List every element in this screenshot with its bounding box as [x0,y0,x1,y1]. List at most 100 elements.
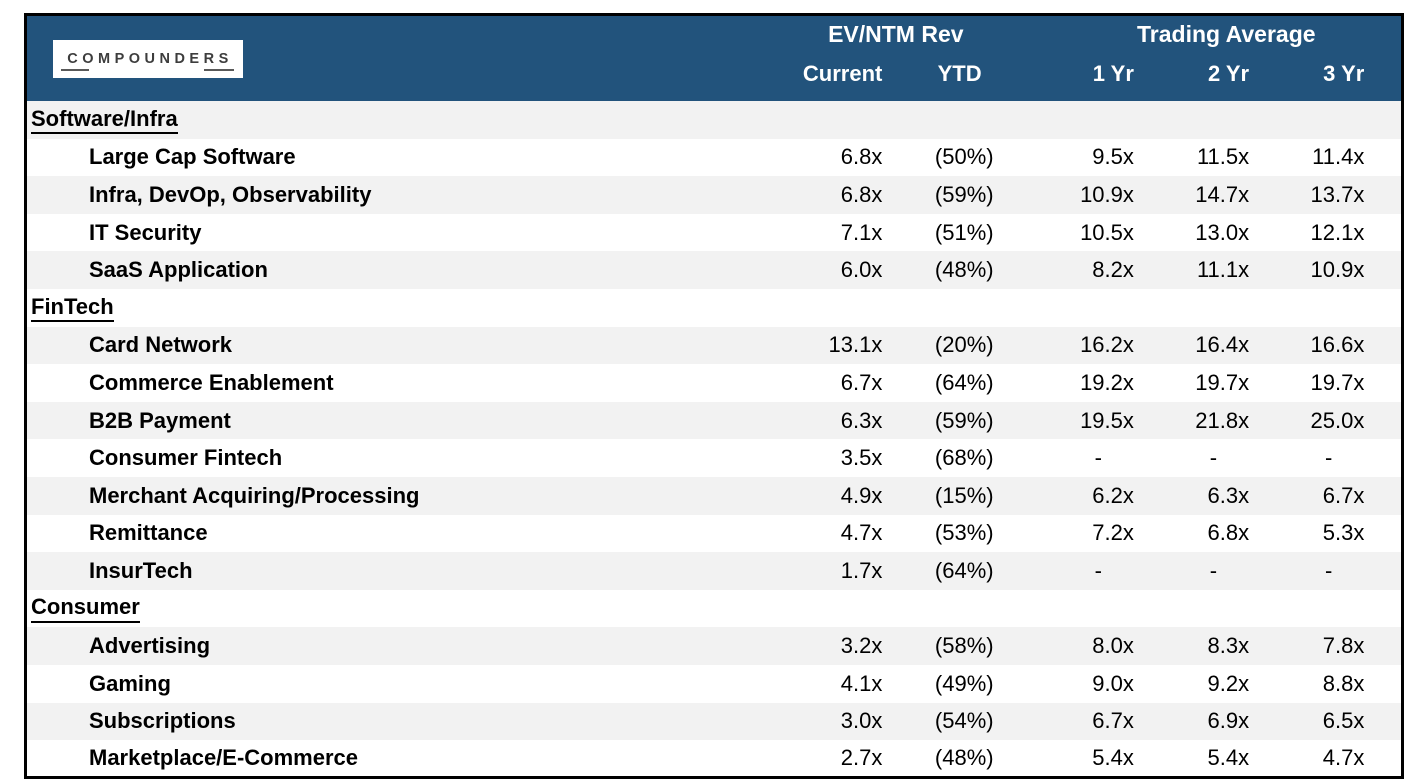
column-header-row: Current YTD 1 Yr 2 Yr 3 Yr [26,53,1403,101]
value-1yr: - [1094,445,1102,471]
row-spacer [1376,627,1402,665]
row-spacer [1376,402,1402,440]
group-header-ev-ntm-rev: EV/NTM Rev [740,14,1006,53]
group-header-trading-average: Trading Average [1005,14,1403,53]
value-2yr: - [1209,445,1218,471]
column-header-3yr: 3 Yr [1261,53,1377,101]
value-current: 4.1x [840,670,883,696]
row-label: Consumer Fintech [89,445,283,471]
row-spacer [1376,740,1402,778]
row-label: Subscriptions [89,708,236,734]
value-3yr: 16.6x [1310,332,1365,358]
valuation-multiples-table: COMPOUNDERS EV/NTM Rev Trading Average C… [24,13,1404,780]
section-cell: Consumer [26,590,1403,628]
value-current: 6.7x [840,369,883,395]
row-label: Card Network [89,332,233,358]
value-1yr: 8.0x [1092,633,1134,659]
value-current: 1.7x [840,557,883,583]
value-3yr: - [1325,445,1333,471]
value-current: 6.0x [840,257,883,283]
table-row: Advertising 3.2x (58%) 8.0x 8.3x 7.8x [25,627,1403,665]
section-row: FinTech [25,288,1403,327]
row-spacer [1376,439,1402,477]
header-spacer [1376,53,1403,101]
value-3yr: 4.7x [1322,745,1365,771]
value-1yr: 7.2x [1092,520,1134,546]
value-2yr: 19.7x [1195,369,1250,395]
value-ytd: (50%) [934,144,994,170]
table-row: IT Security 7.1x (51%) 10.5x 13.0x 12.1x [25,213,1403,252]
section-cell: FinTech [26,289,1403,327]
value-2yr: 6.8x [1207,520,1250,546]
value-3yr: - [1325,557,1333,583]
row-spacer [1376,552,1402,590]
section-label: Consumer [31,595,140,623]
value-ytd: (15%) [934,482,994,508]
row-spacer [1376,214,1402,252]
compounders-logo: COMPOUNDERS [53,39,243,78]
table-row: Gaming 4.1x (49%) 9.0x 9.2x 8.8x [25,664,1403,703]
table-row: SaaS Application 6.0x (48%) 8.2x 11.1x 10.9x [25,251,1403,289]
table-row: Marketplace/E-Commerce 2.7x (48%) 5.4x 5.4x 4… [25,740,1403,778]
value-1yr: 10.9x [1080,181,1134,207]
table-row: Large Cap Software 6.8x (50%) 9.5x 11.5x 11.4… [25,138,1403,177]
value-3yr: 13.7x [1310,181,1365,207]
value-ytd: (49%) [934,670,994,696]
row-spacer [1376,665,1402,703]
value-current: 3.0x [840,708,883,734]
value-2yr: 16.4x [1195,332,1250,358]
value-1yr: 16.2x [1080,332,1134,358]
value-1yr: 9.5x [1092,144,1134,170]
section-row: Software/Infra [25,101,1403,139]
value-current: 6.8x [840,144,883,170]
row-label: Commerce Enablement [89,369,334,395]
value-current: 7.1x [840,219,883,245]
value-1yr: 19.2x [1080,369,1134,395]
section-row: Consumer [25,589,1403,628]
row-label: Infra, DevOp, Observability [89,181,372,207]
value-current: 13.1x [828,332,883,358]
table-row: B2B Payment 6.3x (59%) 19.5x 21.8x 25.0x [25,401,1403,440]
value-2yr: 5.4x [1207,745,1250,771]
value-ytd: (68%) [934,445,994,471]
value-3yr: 12.1x [1310,219,1365,245]
row-spacer [1376,477,1402,515]
value-1yr: 19.5x [1080,407,1134,433]
value-3yr: 19.7x [1310,369,1365,395]
row-spacer [1376,176,1402,214]
value-ytd: (59%) [934,181,994,207]
row-spacer [1376,515,1402,553]
row-label: SaaS Application [89,257,268,283]
value-2yr: 9.2x [1207,670,1250,696]
column-header-ytd: YTD [890,53,1006,101]
value-3yr: 7.8x [1322,633,1365,659]
table-row: Infra, DevOp, Observability 6.8x (59%) 10.9… [25,176,1403,214]
group-header-row: COMPOUNDERS EV/NTM Rev Trading Average [25,14,1403,101]
value-current: 4.7x [840,520,883,546]
value-3yr: 6.7x [1322,482,1365,508]
logo-cell: COMPOUNDERS [25,14,741,101]
value-1yr: 6.2x [1092,482,1134,508]
value-2yr: 13.0x [1195,219,1250,245]
row-spacer [1376,364,1402,402]
row-label: Marketplace/E-Commerce [89,745,359,771]
table-row: Consumer Fintech 3.5x (68%) - - - [25,439,1403,477]
value-2yr: 6.3x [1207,482,1250,508]
value-3yr: 25.0x [1310,407,1365,433]
table-row: InsurTech 1.7x (64%) - - - [25,552,1403,590]
value-2yr: 11.5x [1196,144,1250,170]
value-ytd: (51%) [934,219,994,245]
table-row: Commerce Enablement 6.7x (64%) 19.2x 19.7x 19… [25,364,1403,402]
table-row: Merchant Acquiring/Processing 4.9x (15%) 6.… [25,476,1403,515]
row-label: Advertising [89,633,211,659]
row-label: B2B Payment [89,407,231,433]
table-body: Software/Infra Large Cap Software 6.8x (50%… [25,101,1403,778]
table-header: COMPOUNDERS EV/NTM Rev Trading Average C… [25,14,1403,101]
value-2yr: 14.7x [1195,181,1250,207]
table-row: Remittance 4.7x (53%) 7.2x 6.8x 5.3x [25,514,1403,553]
row-label: Gaming [89,670,171,696]
value-2yr: 21.8x [1195,407,1250,433]
value-2yr: 6.9x [1207,708,1250,734]
value-1yr: 10.5x [1080,219,1134,245]
